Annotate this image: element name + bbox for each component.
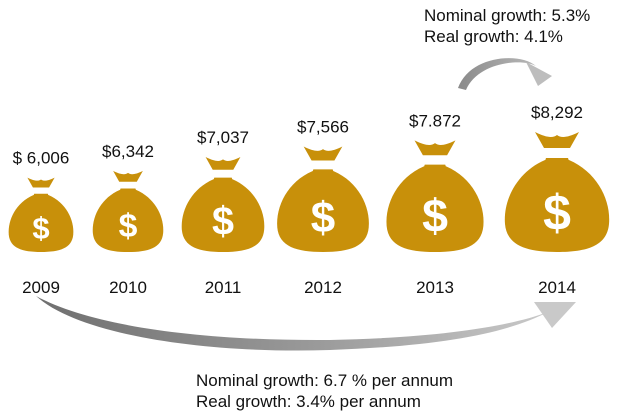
dollar-sign-icon: $ bbox=[119, 207, 138, 245]
growth-annotation-bottom: Nominal growth: 6.7 % per annum Real gro… bbox=[196, 370, 453, 412]
value-label-2010: $6,342 bbox=[102, 142, 154, 161]
year-label-2010: 2010 bbox=[109, 278, 147, 297]
money-bag-2012: $ bbox=[277, 146, 369, 252]
dollar-sign-icon: $ bbox=[32, 210, 49, 245]
year-label-2014: 2014 bbox=[538, 278, 576, 297]
nominal-growth-bottom: Nominal growth: 6.7 % per annum bbox=[196, 371, 454, 390]
value-label-2013: $7.872 bbox=[409, 111, 461, 130]
bag-body-icon bbox=[386, 166, 484, 252]
bag-body-icon bbox=[181, 179, 265, 252]
bag-top-icon bbox=[303, 146, 343, 161]
real-growth-top: Real growth: 4.1% bbox=[424, 27, 563, 46]
dollar-sign-icon: $ bbox=[212, 200, 234, 244]
bag-top-icon bbox=[27, 177, 55, 188]
value-label-2014: $8,292 bbox=[531, 103, 583, 122]
bag-top-icon bbox=[205, 157, 241, 170]
value-label-2012: $7,566 bbox=[297, 117, 349, 136]
bag-top-icon bbox=[535, 132, 579, 148]
year-label-2012: 2012 bbox=[304, 278, 342, 297]
money-bag-2013: $ bbox=[386, 140, 484, 252]
bag-top-icon bbox=[414, 140, 456, 156]
bags-layer: $ $ 6,006 2009 $ $6,342 2010 $ $7,037 2011 $ $7,56… bbox=[8, 103, 610, 297]
year-label-2011: 2011 bbox=[205, 278, 242, 297]
value-label-2009: $ 6,006 bbox=[13, 149, 70, 168]
growth-annotation-top: Nominal growth: 5.3% Real growth: 4.1% bbox=[424, 5, 590, 47]
dollar-sign-icon: $ bbox=[543, 185, 571, 241]
bag-body-icon bbox=[277, 171, 369, 252]
nominal-growth-top: Nominal growth: 5.3% bbox=[424, 6, 591, 25]
money-bag-2011: $ bbox=[181, 157, 265, 252]
value-label-2011: $7,037 bbox=[197, 128, 249, 147]
dollar-sign-icon: $ bbox=[311, 194, 335, 243]
money-bag-2014: $ bbox=[504, 132, 610, 252]
growth-arrow-bottom bbox=[36, 296, 576, 351]
real-growth-bottom: Real growth: 3.4% per annum bbox=[196, 392, 421, 411]
bag-top-icon bbox=[113, 170, 143, 182]
bag-body-icon bbox=[92, 189, 164, 252]
dollar-sign-icon: $ bbox=[422, 190, 448, 242]
bag-body-icon bbox=[504, 160, 610, 252]
year-label-2013: 2013 bbox=[416, 278, 454, 297]
growth-arrow-top bbox=[458, 58, 552, 90]
bag-body-icon bbox=[8, 194, 74, 252]
money-bag-2009: $ bbox=[8, 177, 74, 252]
money-bag-2010: $ bbox=[92, 170, 164, 252]
year-label-2009: 2009 bbox=[22, 278, 60, 297]
